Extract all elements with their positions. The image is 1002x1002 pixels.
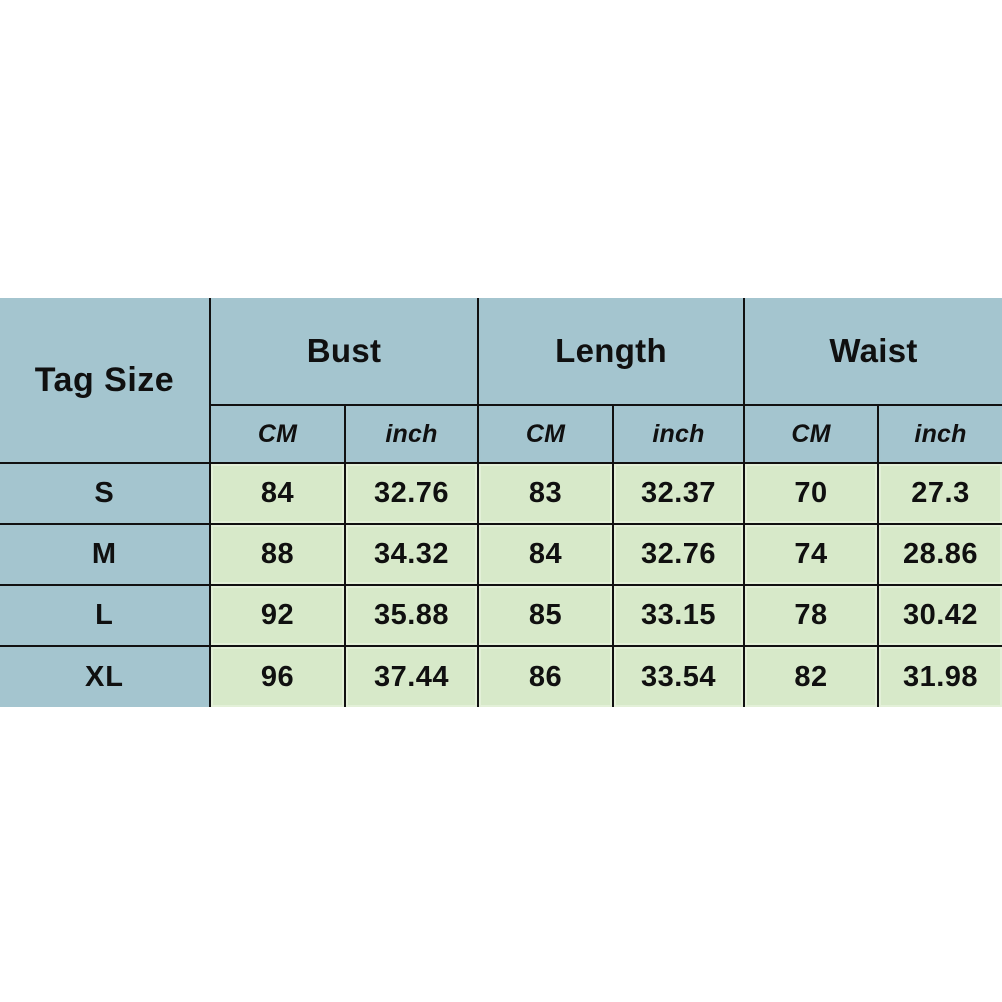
cell-waist-cm: 78	[743, 584, 880, 647]
size-chart-table: Tag Size Bust Length Waist CM inch CM in…	[0, 298, 1002, 707]
unit-header-bust-cm: CM	[210, 404, 346, 464]
cell-waist-cm: 82	[743, 645, 880, 707]
unit-header-bust-inch: inch	[343, 404, 480, 464]
cell-length-inch: 32.76	[612, 523, 746, 586]
unit-header-waist-inch: inch	[877, 404, 1002, 464]
cell-waist-inch: 31.98	[877, 645, 1002, 707]
table-row: M 88 34.32 84 32.76 74 28.86	[0, 523, 1002, 586]
unit-header-waist-cm: CM	[743, 404, 880, 464]
unit-label: CM	[791, 419, 831, 448]
unit-header-length-cm: CM	[477, 404, 615, 464]
cell-bust-cm: 92	[209, 584, 346, 647]
cell-bust-cm: 84	[209, 462, 346, 525]
cell-waist-inch: 30.42	[877, 584, 1002, 647]
unit-label: CM	[257, 419, 298, 448]
cell-bust-cm: 88	[209, 523, 346, 586]
size-label-xl: XL	[0, 645, 211, 707]
table-row: S 84 32.76 83 32.37 70 27.3	[0, 462, 1002, 525]
column-header-length: Length	[477, 298, 746, 406]
cell-waist-cm: 70	[743, 462, 880, 525]
size-label-m: M	[0, 523, 211, 586]
cell-bust-inch: 35.88	[343, 584, 480, 647]
unit-label: CM	[525, 419, 566, 448]
unit-header-length-inch: inch	[612, 404, 746, 464]
cell-bust-inch: 34.32	[343, 523, 480, 586]
cell-length-inch: 33.15	[612, 584, 746, 647]
table-header-group-row: Tag Size Bust Length Waist	[0, 298, 1002, 464]
cell-length-cm: 85	[477, 584, 615, 647]
size-label-l: L	[0, 584, 211, 647]
cell-waist-inch: 28.86	[877, 523, 1002, 586]
cell-length-cm: 84	[477, 523, 615, 586]
column-header-tag-size: Tag Size	[0, 298, 211, 464]
cell-bust-inch: 37.44	[343, 645, 480, 707]
cell-length-cm: 83	[477, 462, 615, 525]
cell-bust-inch: 32.76	[343, 462, 480, 525]
column-header-bust: Bust	[208, 298, 480, 406]
column-header-waist: Waist	[743, 298, 1002, 406]
unit-label: inch	[914, 419, 967, 448]
size-label-s: S	[0, 462, 211, 525]
table-row: XL 96 37.44 86 33.54 82 31.98	[0, 645, 1002, 707]
cell-length-inch: 32.37	[612, 462, 746, 525]
table-header-unit-row: CM inch CM inch CM inch	[0, 404, 1002, 464]
unit-label: inch	[385, 419, 438, 448]
cell-waist-inch: 27.3	[877, 462, 1002, 525]
unit-label: inch	[652, 419, 705, 448]
cell-waist-cm: 74	[743, 523, 880, 586]
cell-length-cm: 86	[477, 645, 615, 707]
cell-length-inch: 33.54	[612, 645, 746, 707]
cell-bust-cm: 96	[209, 645, 346, 707]
table-row: L 92 35.88 85 33.15 78 30.42	[0, 584, 1002, 647]
